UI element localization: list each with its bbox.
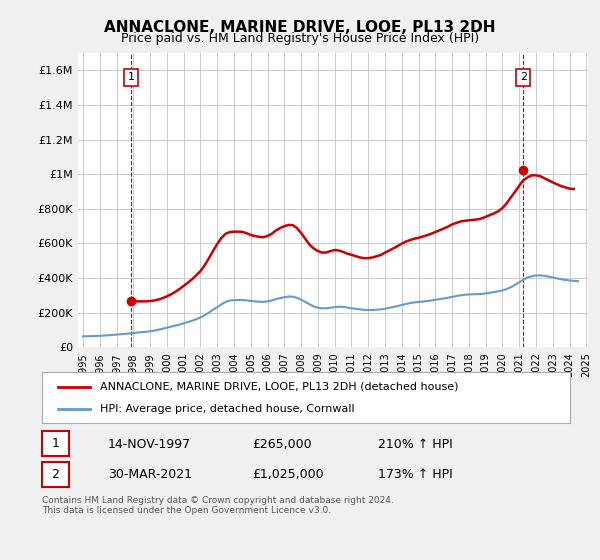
Text: 173% ↑ HPI: 173% ↑ HPI <box>378 468 453 482</box>
Text: £1,025,000: £1,025,000 <box>252 468 323 482</box>
Text: 14-NOV-1997: 14-NOV-1997 <box>108 437 191 451</box>
Text: Contains HM Land Registry data © Crown copyright and database right 2024.
This d: Contains HM Land Registry data © Crown c… <box>42 496 394 515</box>
Text: £265,000: £265,000 <box>252 437 311 451</box>
Text: ANNACLONE, MARINE DRIVE, LOOE, PL13 2DH: ANNACLONE, MARINE DRIVE, LOOE, PL13 2DH <box>104 20 496 35</box>
Text: 1: 1 <box>52 437 59 450</box>
Text: 30-MAR-2021: 30-MAR-2021 <box>108 468 192 482</box>
Text: 1: 1 <box>128 72 134 82</box>
Text: 2: 2 <box>52 468 59 481</box>
Text: Price paid vs. HM Land Registry's House Price Index (HPI): Price paid vs. HM Land Registry's House … <box>121 32 479 45</box>
Text: ANNACLONE, MARINE DRIVE, LOOE, PL13 2DH (detached house): ANNACLONE, MARINE DRIVE, LOOE, PL13 2DH … <box>100 381 458 391</box>
Text: 210% ↑ HPI: 210% ↑ HPI <box>378 437 453 451</box>
Text: 2: 2 <box>520 72 527 82</box>
Text: HPI: Average price, detached house, Cornwall: HPI: Average price, detached house, Corn… <box>100 404 355 414</box>
